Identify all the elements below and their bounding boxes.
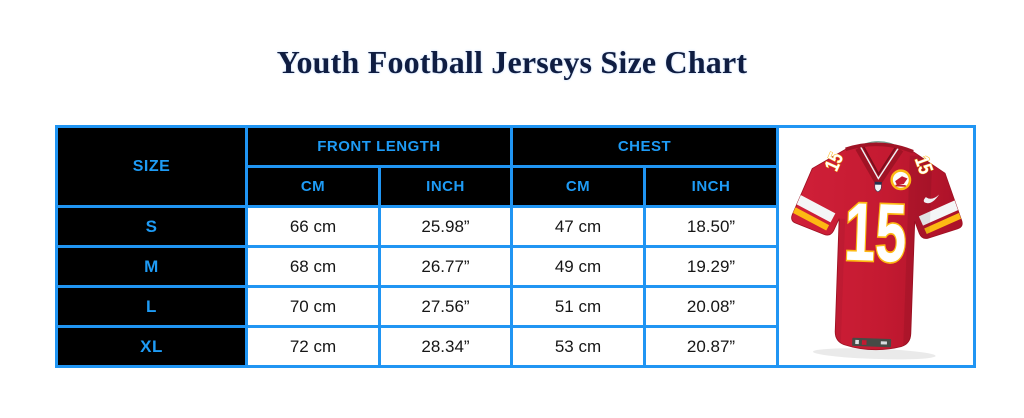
subheader-front-cm: CM [245,165,381,208]
front-length-inch-value: 27.56” [378,285,513,328]
front-length-cm-value: 66 cm [245,205,381,248]
chest-cm-value: 53 cm [510,325,646,368]
jersey-photo-cell: 15 15 15 [776,125,976,368]
subheader-chest-inch: INCH [643,165,779,208]
table-row: S 66 cm 25.98” 47 cm 18.50” [55,205,975,248]
subheader-front-inch: INCH [378,165,513,208]
size-label: S [55,205,248,248]
header-group-row: SIZE FRONT LENGTH CHEST [55,125,976,368]
jersey-shadow [813,347,936,359]
table-row: L 70 cm 27.56” 51 cm 20.08” [55,285,975,328]
chest-cm-value: 47 cm [510,205,646,248]
size-label: L [55,285,248,328]
front-length-cm-value: 72 cm [245,325,381,368]
jersey-chest-number: 15 [843,184,908,279]
table-row: M 68 cm 26.77” 49 cm 19.29” [55,245,975,288]
front-length-cm-value: 68 cm [245,245,381,288]
front-length-inch-value: 28.34” [378,325,513,368]
jersey-chest-number-group: 15 [841,183,909,280]
table-row: XL 72 cm 28.34” 53 cm 20.87” [55,325,975,368]
subheader-chest-cm: CM [510,165,646,208]
col-header-size: SIZE [55,125,248,208]
chest-inch-value: 18.50” [643,205,779,248]
chest-cm-value: 49 cm [510,245,646,288]
collar-band [855,145,904,185]
size-chart-table: SIZE FRONT LENGTH CHEST [55,125,976,368]
size-label: XL [55,325,248,368]
jock-tag [852,337,892,347]
collar-piping [859,145,899,180]
page-title: Youth Football Jerseys Size Chart [276,44,748,80]
front-length-inch-value: 26.77” [378,245,513,288]
col-header-chest: CHEST [510,125,779,168]
chest-inch-value: 19.29” [643,245,779,288]
chest-cm-value: 51 cm [510,285,646,328]
nike-swoosh-icon [923,193,940,203]
chest-inch-value: 20.87” [643,325,779,368]
jersey-body [791,143,963,350]
nfl-shield-icon [874,181,882,192]
jersey-image: 15 15 15 [787,140,965,359]
col-header-front-length: FRONT LENGTH [245,125,513,168]
subheader-row: CM INCH CM INCH [57,165,975,208]
chiefs-patch-icon [890,168,912,190]
front-length-cm-value: 70 cm [245,285,381,328]
front-length-inch-value: 25.98” [378,205,513,248]
chest-inch-value: 20.08” [643,285,779,328]
sleeve-stripes-right [918,190,965,234]
size-label: M [55,245,248,288]
